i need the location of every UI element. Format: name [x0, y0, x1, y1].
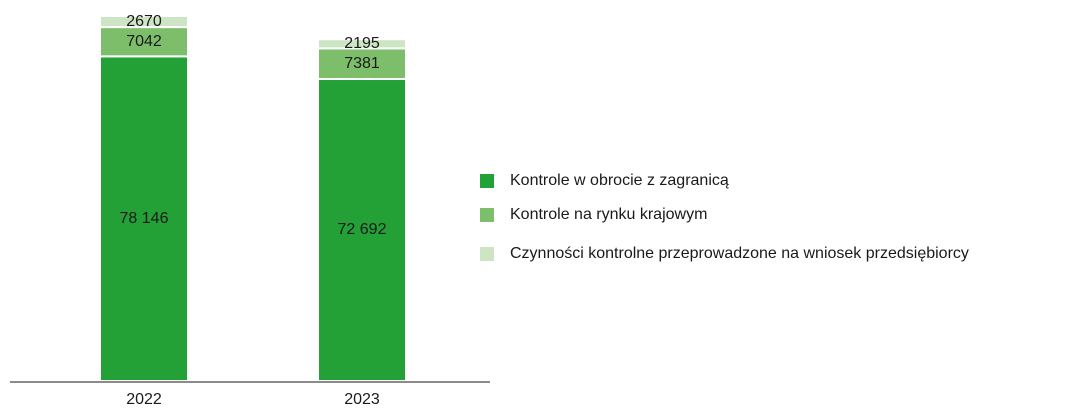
value-label: 2670: [126, 13, 162, 30]
legend-label: Czynności kontrolne przeprowadzone na wn…: [510, 245, 969, 262]
value-label: 72 692: [338, 221, 387, 238]
bar-segment: [99, 26, 189, 58]
legend-label: Kontrole na rynku krajowym: [510, 206, 707, 223]
x-tick-label: 2022: [126, 391, 162, 408]
legend-label: Kontrole w obrocie z zagranicą: [510, 172, 729, 189]
legend-swatch: [480, 208, 494, 222]
bar-segment: [99, 55, 189, 382]
value-label: 7381: [344, 55, 380, 72]
bar-segment: [317, 38, 407, 50]
legend-swatch: [480, 174, 494, 188]
bar-segment: [99, 15, 189, 29]
legend-swatch: [480, 247, 494, 261]
value-label: 78 146: [120, 210, 169, 227]
value-label: 7042: [126, 33, 162, 50]
bar-segment: [317, 78, 407, 382]
value-label: 2195: [344, 35, 380, 52]
x-tick-label: 2023: [344, 391, 380, 408]
bar-segment: [317, 47, 407, 81]
